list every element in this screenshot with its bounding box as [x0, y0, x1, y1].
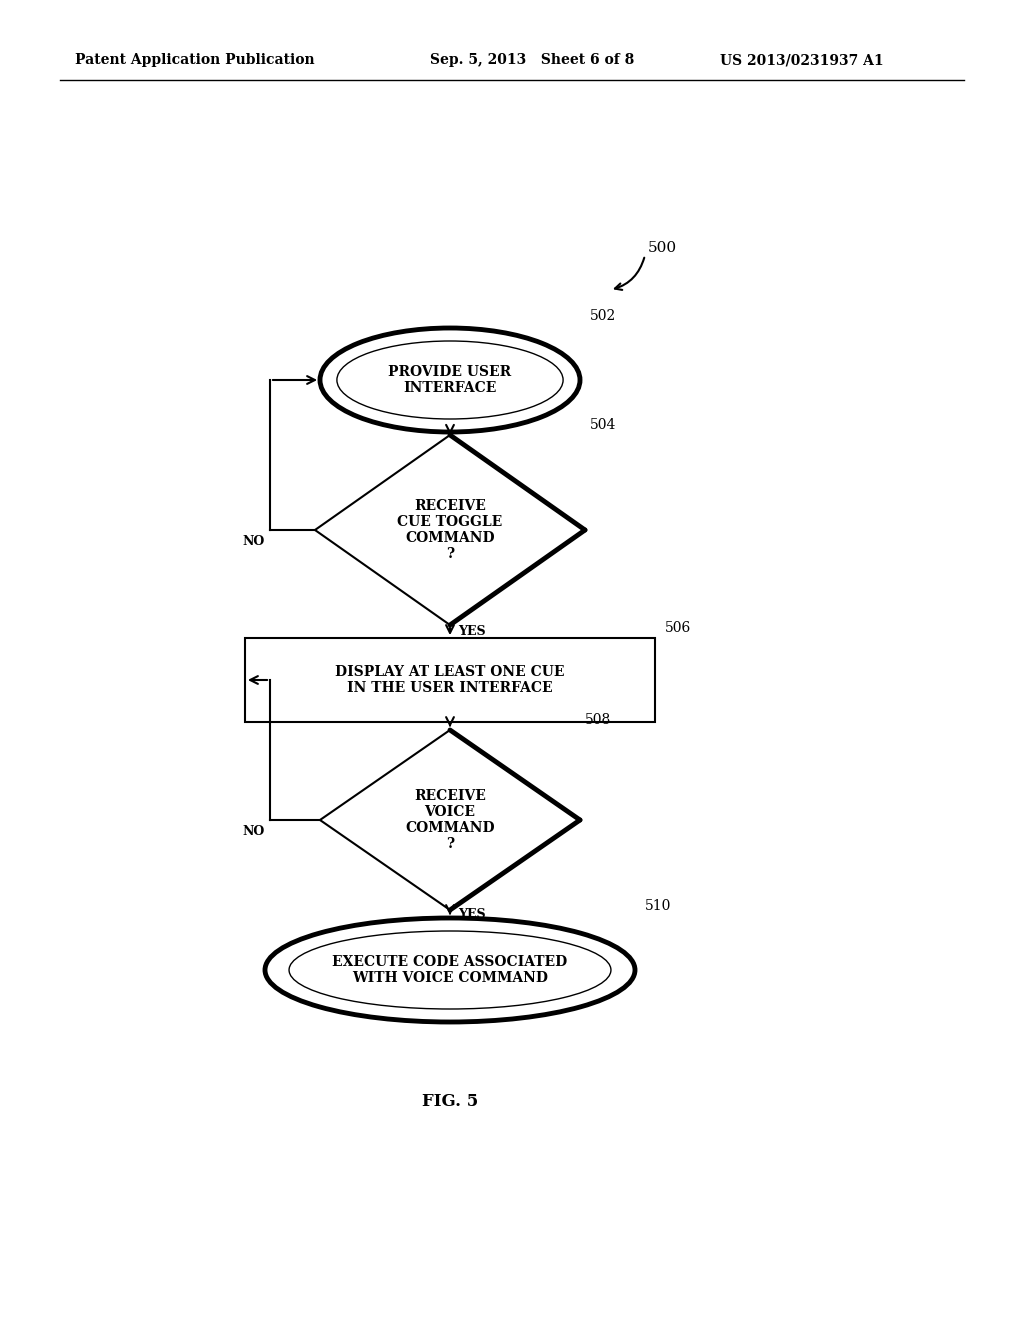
Text: PROVIDE USER
INTERFACE: PROVIDE USER INTERFACE [388, 364, 512, 395]
Ellipse shape [265, 917, 635, 1022]
Ellipse shape [319, 327, 580, 432]
Text: 502: 502 [590, 309, 616, 323]
Text: NO: NO [243, 535, 265, 548]
Text: 500: 500 [648, 242, 677, 255]
Polygon shape [319, 730, 580, 909]
Text: NO: NO [243, 825, 265, 838]
FancyBboxPatch shape [245, 638, 655, 722]
Text: 510: 510 [645, 899, 672, 913]
Text: 506: 506 [665, 620, 691, 635]
Text: FIG. 5: FIG. 5 [422, 1093, 478, 1110]
Polygon shape [315, 436, 585, 624]
Text: Sep. 5, 2013   Sheet 6 of 8: Sep. 5, 2013 Sheet 6 of 8 [430, 53, 634, 67]
Text: Patent Application Publication: Patent Application Publication [75, 53, 314, 67]
Text: RECEIVE
VOICE
COMMAND
?: RECEIVE VOICE COMMAND ? [406, 789, 495, 851]
Text: RECEIVE
CUE TOGGLE
COMMAND
?: RECEIVE CUE TOGGLE COMMAND ? [397, 499, 503, 561]
Text: 504: 504 [590, 418, 616, 432]
Text: DISPLAY AT LEAST ONE CUE
IN THE USER INTERFACE: DISPLAY AT LEAST ONE CUE IN THE USER INT… [335, 665, 565, 696]
Text: YES: YES [458, 908, 485, 920]
Text: 508: 508 [585, 713, 611, 727]
Text: YES: YES [458, 624, 485, 638]
Text: EXECUTE CODE ASSOCIATED
WITH VOICE COMMAND: EXECUTE CODE ASSOCIATED WITH VOICE COMMA… [333, 954, 567, 985]
Text: US 2013/0231937 A1: US 2013/0231937 A1 [720, 53, 884, 67]
